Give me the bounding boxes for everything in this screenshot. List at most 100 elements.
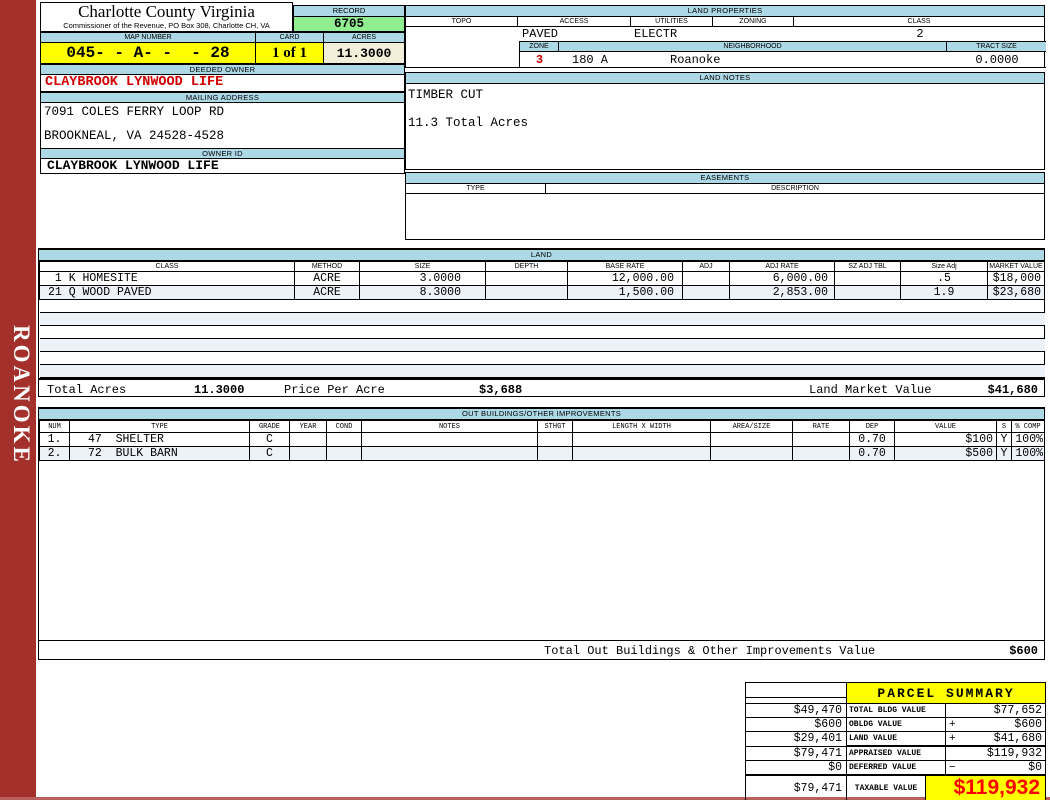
record-box: RECORD 6705 xyxy=(293,5,405,32)
deeded-owner-band: DEEDED OWNER xyxy=(40,64,405,75)
ps-row-total-bldg: $49,470 TOTAL BLDG VALUE $77,652 xyxy=(745,703,1047,718)
land-properties-headers: TOPO ACCESS UTILITIES ZONING CLASS xyxy=(406,17,1044,27)
ps-right-cell: $119,932 xyxy=(944,745,1047,761)
land-section: LAND CLASS METHOD SIZE DEPTH BASE RATE A… xyxy=(38,248,1045,397)
total-acres-value: 11.3000 xyxy=(194,383,245,397)
ps-row-land: $29,401 LAND VALUE + $41,680 xyxy=(745,731,1047,747)
ps-taxable-label: TAXABLE VALUE xyxy=(846,774,926,800)
ob-length-width xyxy=(572,432,711,447)
land-properties-values: PAVED ELECTR 2 xyxy=(406,27,1044,41)
land-empty-row xyxy=(39,312,1045,326)
land-notes-box: LAND NOTES TIMBER CUT 11.3 Total Acres xyxy=(405,72,1045,170)
land-h-method: METHOD xyxy=(294,261,360,272)
bottom-divider xyxy=(0,797,1050,800)
ob-h-value: VALUE xyxy=(894,420,997,433)
ob-h-pct-comp: % COMP xyxy=(1011,420,1045,433)
access-label: ACCESS xyxy=(518,17,631,26)
ob-value: $500 xyxy=(894,446,997,461)
ob-row-1: 1. 47 SHELTER C 0.70 $100 Y 100% xyxy=(39,432,1045,447)
card-value: 1 of 1 xyxy=(256,43,323,63)
ps-right-cell: + $600 xyxy=(944,717,1047,732)
land-note-line2: 11.3 Total Acres xyxy=(408,116,529,130)
utilities-value: ELECTR xyxy=(634,27,678,41)
ps-right-cell: − $0 xyxy=(944,760,1047,776)
ob-sthgt xyxy=(537,446,573,461)
easements-title: EASEMENTS xyxy=(406,173,1044,184)
ob-s: Y xyxy=(996,446,1012,461)
ps-left-value: $29,401 xyxy=(745,731,847,747)
map-number-label: MAP NUMBER xyxy=(41,33,255,43)
ob-h-sthgt: STHGT xyxy=(537,420,573,433)
ob-notes xyxy=(361,432,538,447)
ob-length-width xyxy=(572,446,711,461)
card-label: CARD xyxy=(256,33,323,43)
utilities-label: UTILITIES xyxy=(631,17,713,26)
land-adj xyxy=(682,271,730,286)
owner-id-band: OWNER ID xyxy=(40,148,405,159)
land-h-sz-adj-tbl: SZ ADJ TBL xyxy=(834,261,901,272)
commissioner-line: Commissioner of the Revenue, PO Box 308,… xyxy=(63,21,270,30)
land-h-adj-rate: ADJ RATE xyxy=(729,261,835,272)
land-empty-row xyxy=(39,338,1045,352)
ob-empty-area xyxy=(39,461,1044,640)
ob-h-dep: DEP xyxy=(849,420,895,433)
land-sz-adj-tbl xyxy=(834,271,901,286)
price-per-acre-value: $3,688 xyxy=(479,383,523,397)
land-size-adj: 1.9 xyxy=(900,285,988,300)
zone-label: ZONE xyxy=(520,42,559,51)
land-empty-row xyxy=(39,299,1045,313)
ps-right-value: $41,680 xyxy=(993,732,1043,745)
ob-h-year: YEAR xyxy=(289,420,327,433)
ob-total-value: $600 xyxy=(1009,644,1038,658)
ps-right-cell: + $41,680 xyxy=(944,731,1047,747)
county-title-box: Charlotte County Virginia Commissioner o… xyxy=(40,2,293,32)
land-properties-box: LAND PROPERTIES TOPO ACCESS UTILITIES ZO… xyxy=(405,5,1046,68)
ob-s: Y xyxy=(996,432,1012,447)
land-size: 8.3000 xyxy=(359,285,486,300)
land-empty-row xyxy=(39,364,1045,378)
land-depth xyxy=(485,285,568,300)
ob-total-row: Total Out Buildings & Other Improvements… xyxy=(39,640,1044,659)
land-h-adj: ADJ xyxy=(682,261,730,272)
card-cell: CARD 1 of 1 xyxy=(255,32,323,64)
ob-grade: C xyxy=(249,446,290,461)
record-value: 6705 xyxy=(294,17,404,31)
easements-headers: TYPE DESCRIPTION xyxy=(406,184,1044,194)
land-totals-row: Total Acres 11.3000 Price Per Acre $3,68… xyxy=(39,378,1044,398)
district-label: ROANOKE xyxy=(9,325,34,465)
ps-left-value: $0 xyxy=(745,760,847,776)
ob-h-num: NUM xyxy=(39,420,70,433)
acres-value: 11.3000 xyxy=(324,43,404,63)
ob-h-cond: COND xyxy=(326,420,362,433)
ob-rate xyxy=(792,432,850,447)
acres-cell: ACRES 11.3000 xyxy=(323,32,405,64)
ps-header-row: PARCEL SUMMARY xyxy=(745,682,1047,704)
land-class: 21 Q WOOD PAVED xyxy=(39,285,295,300)
ps-right-value: $77,652 xyxy=(993,704,1043,717)
out-buildings-title: OUT BUILDINGS/OTHER IMPROVEMENTS xyxy=(39,409,1044,420)
ob-h-notes: NOTES xyxy=(361,420,538,433)
land-method: ACRE xyxy=(294,271,360,286)
access-value: PAVED xyxy=(522,27,559,41)
ps-right-cell: $77,652 xyxy=(944,703,1047,718)
ps-right-value: $600 xyxy=(1014,718,1043,731)
ob-dep: 0.70 xyxy=(849,432,895,447)
tract-size-value: 0.0000 xyxy=(975,53,1019,67)
land-h-market-value: MARKET VALUE xyxy=(987,261,1045,272)
land-h-size-adj: Size Adj xyxy=(900,261,988,272)
ps-row-deferred: $0 DEFERRED VALUE − $0 xyxy=(745,760,1047,776)
ob-area-size xyxy=(710,432,793,447)
ob-dep: 0.70 xyxy=(849,446,895,461)
zoning-label: ZONING xyxy=(713,17,794,26)
land-size: 3.0000 xyxy=(359,271,486,286)
owner-id-value: CLAYBROOK LYNWOOD LIFE xyxy=(40,159,405,174)
zone-values: 3 180 A Roanoke 0.0000 xyxy=(520,52,1046,67)
tract-size-label: TRACT SIZE xyxy=(976,43,1017,50)
parcel-summary-table: PARCEL SUMMARY $49,470 TOTAL BLDG VALUE … xyxy=(745,682,1047,800)
land-row-1: 1 K HOMESITE ACRE 3.0000 12,000.00 6,000… xyxy=(39,271,1045,286)
land-adj-rate: 6,000.00 xyxy=(729,271,835,286)
land-h-class: CLASS xyxy=(39,261,295,272)
zone-box: ZONE NEIGHBORHOOD TRACT SIZE 3 180 A Roa… xyxy=(519,41,1046,68)
ob-num: 2. xyxy=(39,446,70,461)
